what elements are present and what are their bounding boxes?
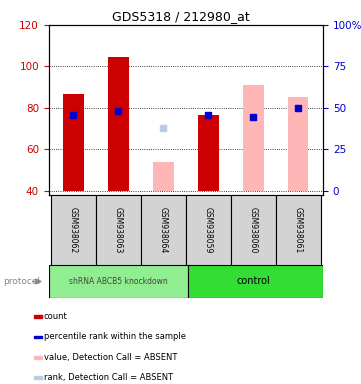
Text: GSM938062: GSM938062: [69, 207, 78, 253]
Bar: [34, 336, 42, 338]
Text: GSM938063: GSM938063: [114, 207, 123, 253]
Text: value, Detection Call = ABSENT: value, Detection Call = ABSENT: [44, 353, 177, 362]
Bar: [34, 356, 42, 359]
Text: GSM938064: GSM938064: [159, 207, 168, 253]
Bar: [276, 195, 321, 265]
Bar: [34, 376, 42, 379]
Bar: [243, 85, 264, 191]
Bar: [198, 115, 218, 191]
Bar: [141, 195, 186, 265]
Text: GDS5318 / 212980_at: GDS5318 / 212980_at: [112, 10, 249, 23]
Bar: [34, 315, 42, 318]
Bar: [49, 265, 188, 298]
Bar: [231, 195, 276, 265]
Text: shRNA ABCB5 knockdown: shRNA ABCB5 knockdown: [69, 277, 168, 286]
Text: GSM938059: GSM938059: [204, 207, 213, 253]
Bar: [63, 94, 84, 191]
Bar: [51, 195, 96, 265]
Bar: [188, 265, 323, 298]
Text: rank, Detection Call = ABSENT: rank, Detection Call = ABSENT: [44, 373, 173, 382]
Bar: [288, 96, 309, 191]
Text: control: control: [236, 276, 270, 286]
Text: GSM938061: GSM938061: [294, 207, 303, 253]
Bar: [186, 195, 231, 265]
Bar: [108, 57, 129, 191]
Text: GSM938060: GSM938060: [249, 207, 258, 253]
Bar: [153, 162, 174, 191]
Text: count: count: [44, 312, 68, 321]
Text: percentile rank within the sample: percentile rank within the sample: [44, 333, 186, 341]
Bar: [96, 195, 141, 265]
Text: protocol: protocol: [4, 277, 40, 286]
